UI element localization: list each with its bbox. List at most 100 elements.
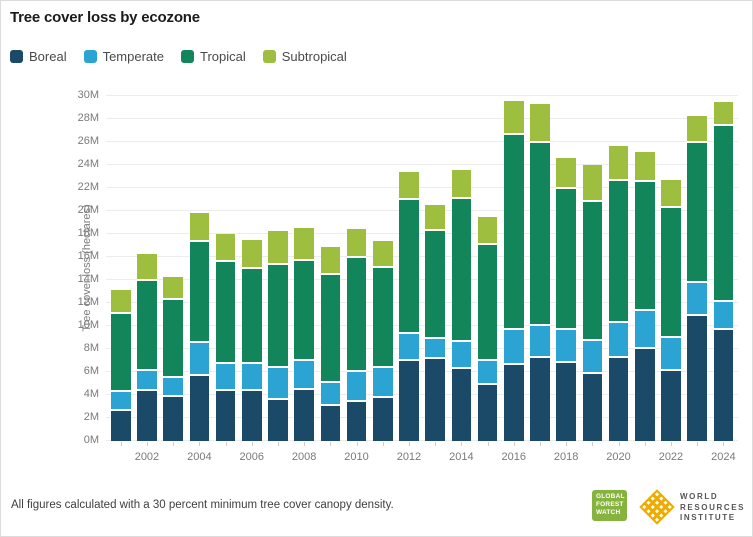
bar-segment-subtropical-2017[interactable] [530,104,550,141]
bar-segment-subtropical-2004[interactable] [189,213,210,240]
bar-segment-temperate-2016[interactable] [504,327,524,364]
bar-segment-subtropical-2009[interactable] [320,246,341,273]
legend-item-boreal[interactable]: Boreal [10,49,67,64]
bar-segment-boreal-2022[interactable] [661,368,681,441]
bar-segment-tropical-2005[interactable] [215,260,236,362]
bar-segment-temperate-2013[interactable] [425,336,445,358]
bar-segment-tropical-2017[interactable] [530,140,550,325]
bar-segment-boreal-2005[interactable] [215,389,236,441]
bar-segment-subtropical-2005[interactable] [215,234,236,261]
bar-2003[interactable] [163,276,183,441]
bar-segment-tropical-2008[interactable] [294,258,314,360]
bar-2007[interactable] [268,231,288,441]
bar-segment-subtropical-2021[interactable] [635,151,655,180]
bar-segment-temperate-2005[interactable] [215,361,236,390]
bar-2022[interactable] [661,179,681,441]
bar-segment-temperate-2014[interactable] [451,340,472,367]
bar-segment-temperate-2018[interactable] [556,328,576,361]
bar-segment-boreal-2016[interactable] [504,363,524,441]
bar-segment-tropical-2013[interactable] [425,229,445,337]
bar-segment-boreal-2001[interactable] [111,408,131,441]
bar-segment-temperate-2012[interactable] [399,331,419,360]
bar-segment-subtropical-2012[interactable] [399,171,419,199]
bar-segment-tropical-2002[interactable] [137,278,157,369]
bar-segment-temperate-2009[interactable] [320,381,341,405]
bar-2010[interactable] [346,229,367,441]
bar-segment-tropical-2023[interactable] [687,140,707,282]
bar-2001[interactable] [111,290,131,441]
bar-2006[interactable] [242,239,262,441]
bar-segment-tropical-2022[interactable] [661,205,681,336]
bar-segment-tropical-2004[interactable] [189,239,210,341]
bar-segment-tropical-2006[interactable] [242,267,262,362]
bar-segment-boreal-2002[interactable] [137,389,157,441]
bar-2024[interactable] [713,101,734,441]
bar-segment-subtropical-2008[interactable] [294,227,314,259]
bar-segment-subtropical-2007[interactable] [268,231,288,263]
bar-segment-boreal-2004[interactable] [189,373,210,441]
bar-segment-temperate-2007[interactable] [268,366,288,399]
bar-segment-temperate-2008[interactable] [294,359,314,389]
bar-segment-tropical-2010[interactable] [346,255,367,370]
bar-segment-boreal-2012[interactable] [399,359,419,441]
bar-segment-tropical-2021[interactable] [635,179,655,310]
bar-2008[interactable] [294,227,314,441]
bar-segment-tropical-2014[interactable] [451,197,472,341]
bar-segment-temperate-2003[interactable] [163,376,183,395]
bar-segment-tropical-2020[interactable] [608,179,629,321]
bar-segment-boreal-2020[interactable] [608,356,629,441]
bar-2020[interactable] [608,146,629,441]
bar-segment-subtropical-2018[interactable] [556,158,576,187]
bar-segment-subtropical-2001[interactable] [111,290,131,313]
bar-segment-boreal-2014[interactable] [451,366,472,441]
bar-2002[interactable] [137,253,157,441]
bar-segment-subtropical-2020[interactable] [608,146,629,180]
bar-segment-temperate-2001[interactable] [111,389,131,409]
bar-segment-boreal-2008[interactable] [294,388,314,441]
bar-segment-temperate-2017[interactable] [530,324,550,357]
bar-segment-tropical-2001[interactable] [111,312,131,390]
bar-segment-temperate-2022[interactable] [661,335,681,369]
bar-segment-temperate-2021[interactable] [635,309,655,347]
bar-segment-boreal-2003[interactable] [163,395,183,441]
bar-segment-subtropical-2014[interactable] [451,170,472,198]
bar-segment-tropical-2012[interactable] [399,198,419,332]
bar-segment-tropical-2015[interactable] [477,242,498,360]
bar-segment-temperate-2010[interactable] [346,369,367,400]
bar-segment-boreal-2015[interactable] [477,382,498,441]
bar-segment-boreal-2006[interactable] [242,389,262,441]
bar-segment-temperate-2015[interactable] [477,359,498,383]
bar-2009[interactable] [320,246,341,441]
bar-segment-temperate-2019[interactable] [582,339,603,372]
bar-2016[interactable] [504,101,524,441]
bar-segment-subtropical-2011[interactable] [373,240,393,267]
bar-segment-subtropical-2019[interactable] [582,165,603,201]
bar-segment-subtropical-2002[interactable] [137,253,157,279]
bar-2018[interactable] [556,158,576,441]
bar-segment-boreal-2011[interactable] [373,396,393,441]
bar-segment-boreal-2019[interactable] [582,372,603,441]
bar-2013[interactable] [425,205,445,441]
bar-segment-boreal-2018[interactable] [556,360,576,441]
bar-segment-subtropical-2015[interactable] [477,217,498,243]
bar-segment-boreal-2013[interactable] [425,357,445,441]
bar-segment-subtropical-2022[interactable] [661,179,681,206]
bar-2021[interactable] [635,151,655,441]
bar-2019[interactable] [582,165,603,441]
bar-segment-tropical-2007[interactable] [268,262,288,367]
bar-2004[interactable] [189,213,210,441]
bar-segment-boreal-2007[interactable] [268,398,288,441]
bar-segment-subtropical-2016[interactable] [504,101,524,133]
bar-2005[interactable] [215,234,236,441]
bar-2012[interactable] [399,171,419,441]
bar-2015[interactable] [477,217,498,441]
bar-segment-temperate-2002[interactable] [137,368,157,390]
bar-segment-tropical-2019[interactable] [582,200,603,340]
bar-segment-temperate-2020[interactable] [608,320,629,357]
bar-segment-temperate-2023[interactable] [687,281,707,314]
bar-segment-temperate-2011[interactable] [373,366,393,397]
bar-segment-boreal-2009[interactable] [320,404,341,441]
bar-segment-tropical-2011[interactable] [373,266,393,367]
bar-segment-tropical-2009[interactable] [320,272,341,382]
bar-segment-boreal-2023[interactable] [687,313,707,441]
